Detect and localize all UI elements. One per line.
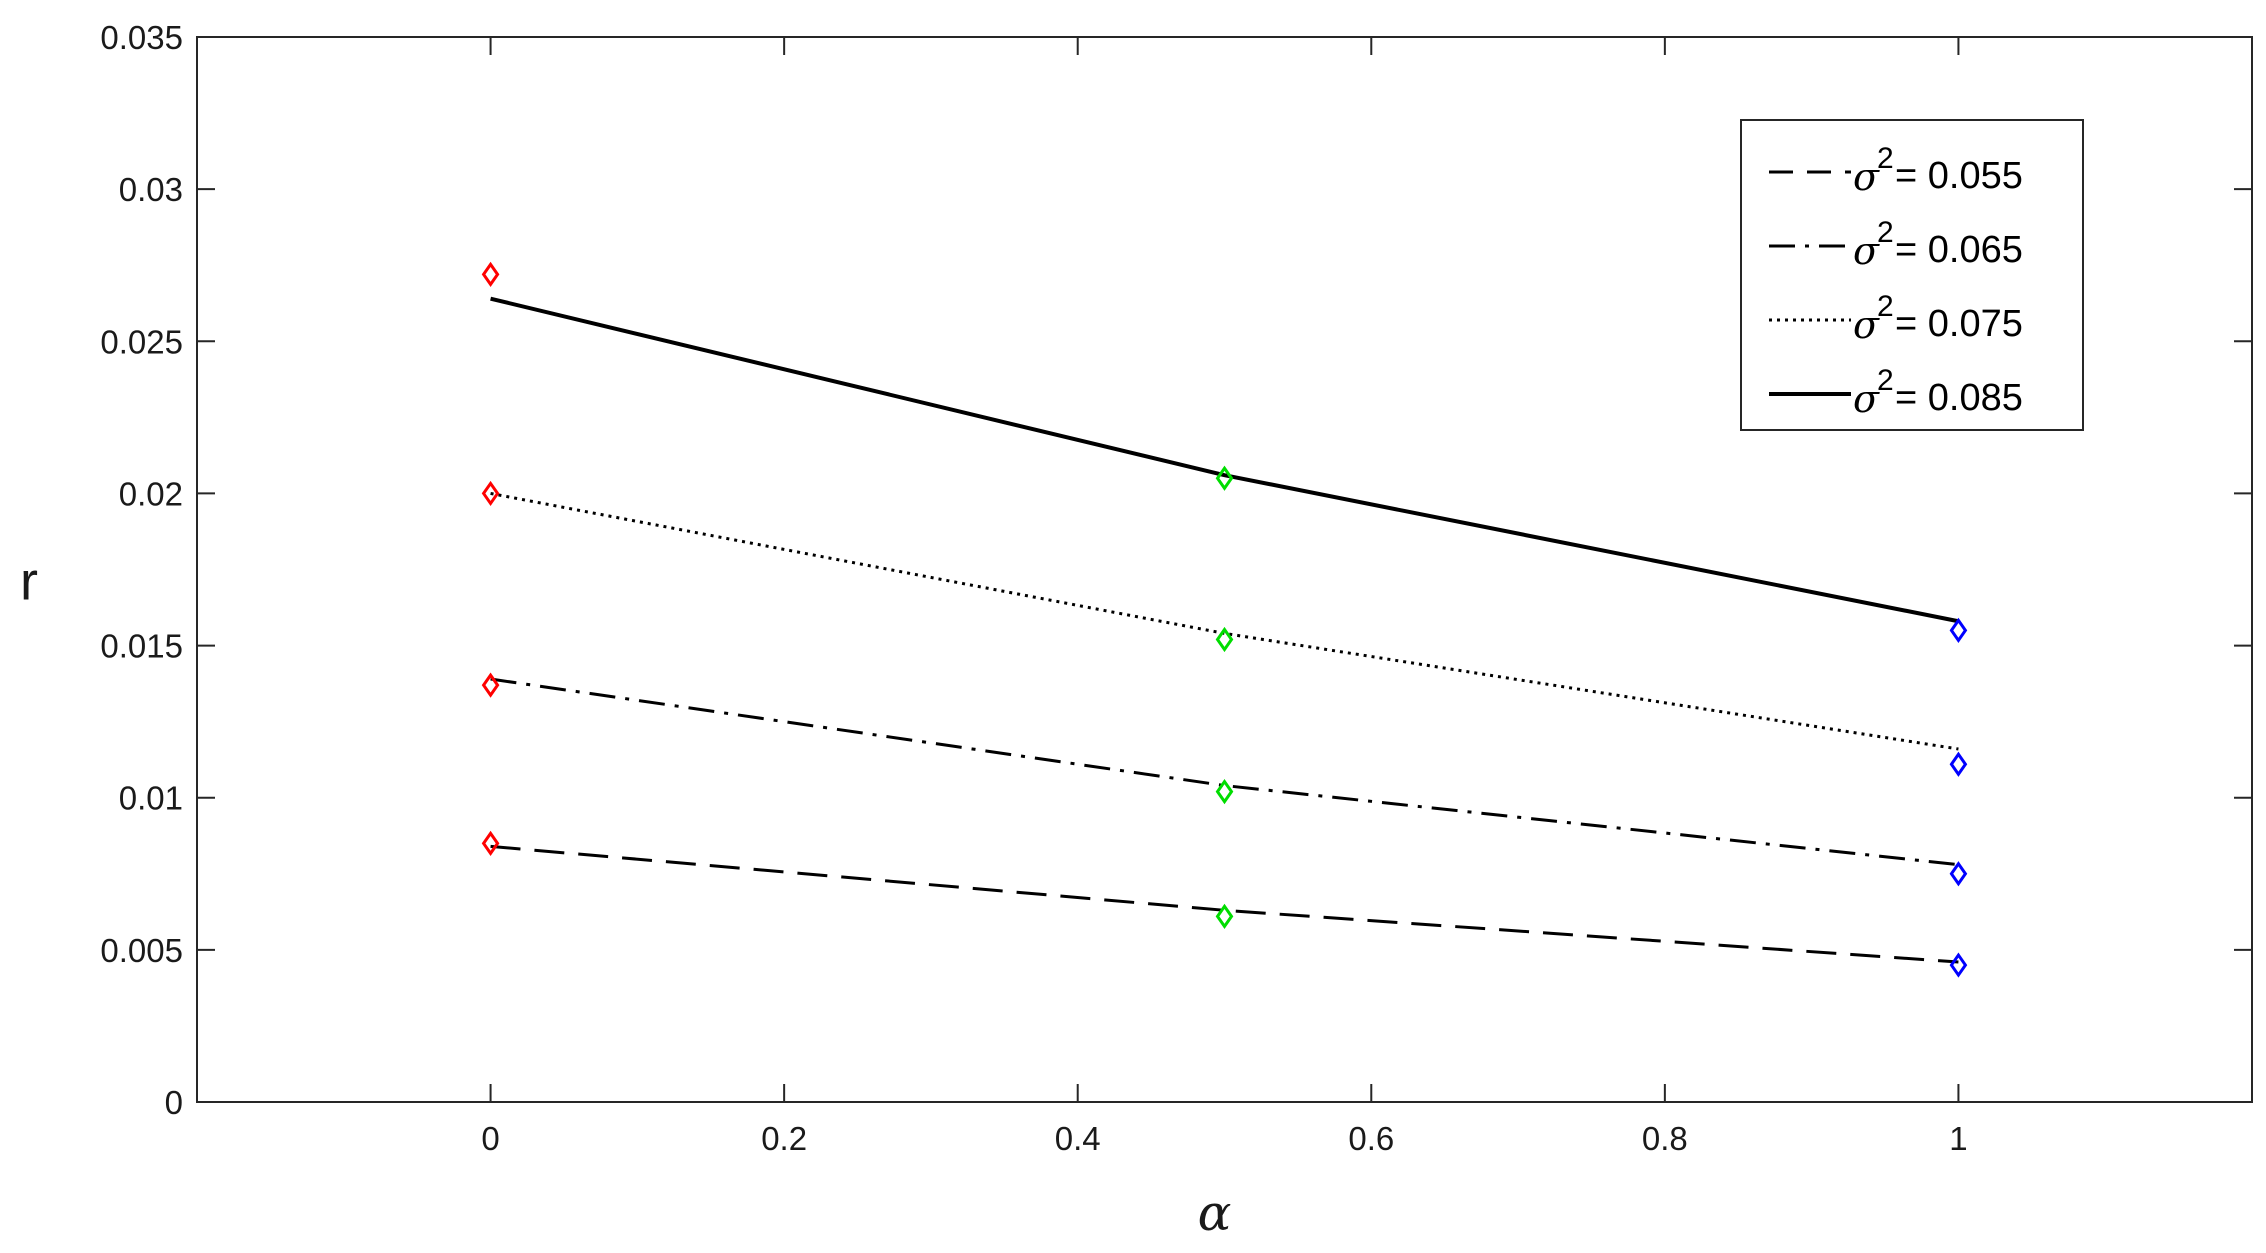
data-marker	[1949, 751, 1968, 777]
x-tick-label: 0	[481, 1120, 499, 1157]
plot-area	[196, 36, 2253, 1103]
legend-superscript: 2	[1877, 216, 1894, 249]
series-line-4	[490, 296, 1959, 624]
data-marker	[481, 480, 500, 507]
legend-box	[1740, 119, 2084, 431]
x-tick-label: 1	[1949, 1120, 1967, 1157]
y-tick-label: 0.025	[100, 323, 183, 360]
data-marker	[1949, 617, 1968, 643]
legend-superscript: 2	[1877, 290, 1894, 323]
data-marker	[481, 672, 500, 698]
legend-superscript: 2	[1877, 364, 1894, 397]
y-tick-label: 0.03	[119, 171, 183, 208]
y-tick-label: 0.035	[100, 19, 183, 56]
series-line-3	[490, 491, 1959, 751]
legend-symbol: σ	[1853, 377, 1880, 421]
y-tick-label: 0.015	[100, 628, 183, 665]
series-line-1	[490, 844, 1959, 964]
x-tick-label: 0.4	[1055, 1120, 1101, 1157]
axis-ticks: 0 0.2 0.4 0.6 0.8 1 0 0.005 0.01 0.015 0.02 0.025 0.…	[100, 19, 2252, 1157]
data-marker	[1215, 465, 1234, 491]
legend-symbol: σ	[1853, 229, 1880, 273]
data-marker	[1949, 861, 1968, 887]
x-tick-label: 0.6	[1348, 1120, 1394, 1157]
data-marker	[1215, 903, 1234, 930]
x-tick-label: 0.8	[1642, 1120, 1688, 1157]
y-tick-label: 0	[165, 1084, 183, 1121]
y-tick-label: 0.01	[119, 780, 183, 817]
data-markers	[481, 261, 1968, 978]
y-tick-label: 0.02	[119, 475, 183, 512]
legend-label-3: = 0.075	[1895, 303, 2023, 345]
y-axis-label: r	[20, 552, 38, 612]
data-marker	[1949, 952, 1968, 978]
legend-label-4: = 0.085	[1895, 377, 2023, 419]
plot-frame	[196, 36, 2253, 1103]
x-tick-label: 0.2	[761, 1120, 807, 1157]
x-axis-label: α	[1198, 1184, 1232, 1242]
legend-label-2: = 0.065	[1895, 229, 2023, 271]
legend-label-1: = 0.055	[1895, 155, 2023, 197]
y-tick-label: 0.005	[100, 932, 183, 969]
data-marker	[481, 830, 500, 856]
legend-symbol: σ	[1853, 303, 1880, 347]
legend-symbol: σ	[1853, 155, 1880, 199]
data-marker	[1215, 779, 1234, 805]
series-lines	[490, 296, 1959, 964]
legend-superscript: 2	[1877, 142, 1894, 175]
data-marker	[481, 261, 500, 287]
data-marker	[1215, 626, 1234, 653]
